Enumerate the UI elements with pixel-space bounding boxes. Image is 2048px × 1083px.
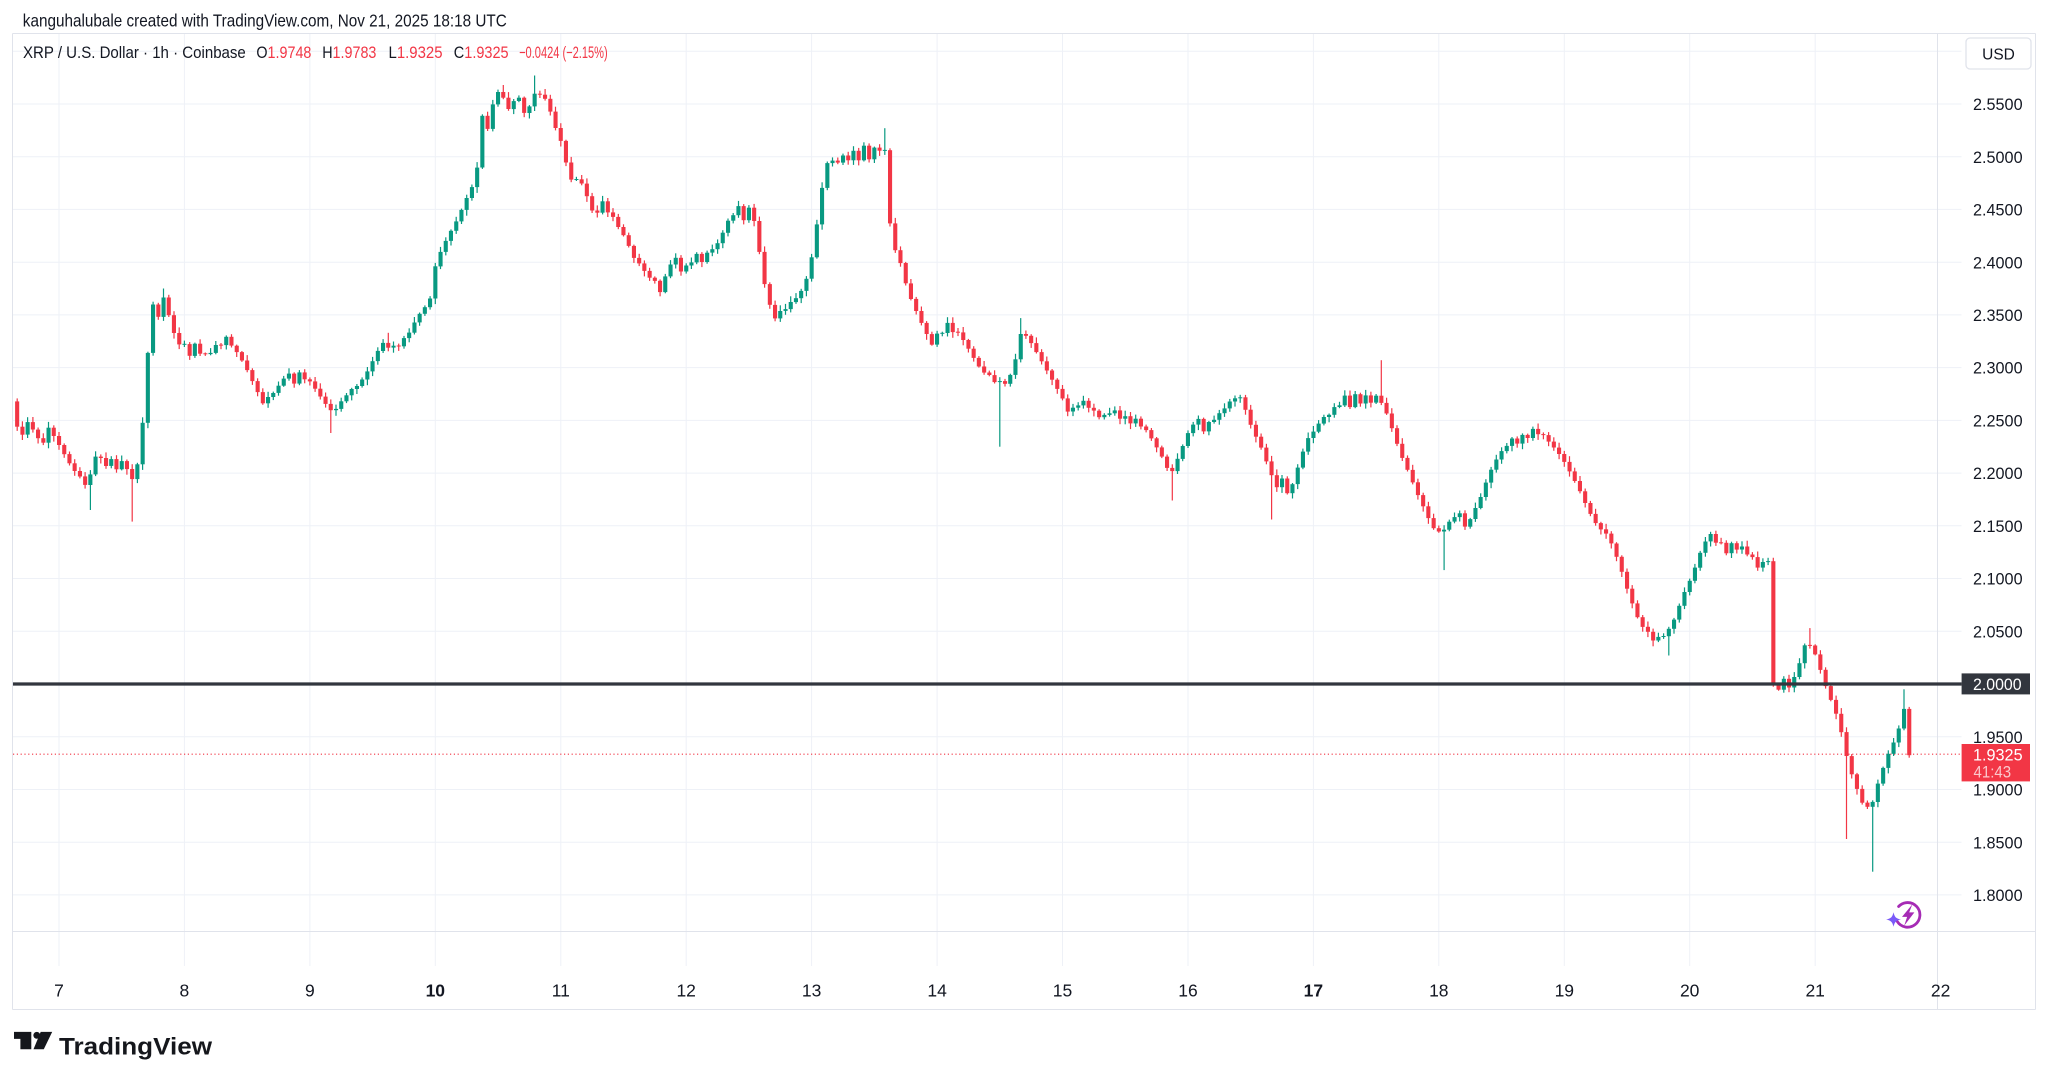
svg-text:2.5000: 2.5000	[1973, 148, 2023, 167]
svg-text:H1.9783: H1.9783	[322, 44, 376, 62]
svg-text:9: 9	[305, 981, 315, 1001]
svg-text:−0.0424 (−2.15%): −0.0424 (−2.15%)	[519, 44, 608, 62]
svg-text:1.9000: 1.9000	[1973, 781, 2023, 800]
svg-text:17: 17	[1304, 981, 1323, 1001]
svg-text:C1.9325: C1.9325	[454, 44, 509, 62]
svg-text:kanguhalubale created with Tra: kanguhalubale created with TradingView.c…	[23, 11, 507, 31]
svg-text:20: 20	[1680, 981, 1700, 1001]
svg-text:USD: USD	[1982, 46, 2015, 63]
svg-text:13: 13	[802, 981, 821, 1001]
svg-text:12: 12	[676, 981, 695, 1001]
svg-text:8: 8	[180, 981, 190, 1001]
svg-text:14: 14	[927, 981, 947, 1001]
svg-text:7: 7	[54, 981, 64, 1001]
svg-text:2.1000: 2.1000	[1973, 570, 2023, 589]
svg-text:2.0500: 2.0500	[1973, 622, 2023, 641]
svg-text:2.4000: 2.4000	[1973, 253, 2023, 272]
svg-text:1.9325: 1.9325	[1973, 746, 2023, 765]
svg-text:11: 11	[552, 981, 570, 1001]
svg-text:19: 19	[1555, 981, 1574, 1001]
svg-text:L1.9325: L1.9325	[389, 44, 443, 62]
svg-text:2.5500: 2.5500	[1973, 95, 2023, 114]
svg-text:XRP / U.S. Dollar · 1h · Coinb: XRP / U.S. Dollar · 1h · Coinbase	[23, 44, 246, 62]
svg-text:2.0000: 2.0000	[1973, 675, 2022, 694]
svg-text:2.3000: 2.3000	[1973, 359, 2023, 378]
svg-text:21: 21	[1805, 981, 1824, 1001]
svg-text:2.2000: 2.2000	[1973, 464, 2023, 483]
svg-text:2.4500: 2.4500	[1973, 201, 2023, 220]
svg-text:2.3500: 2.3500	[1973, 306, 2023, 325]
svg-text:1.9500: 1.9500	[1973, 728, 2023, 747]
svg-text:2.1500: 2.1500	[1973, 517, 2023, 536]
svg-text:15: 15	[1053, 981, 1072, 1001]
svg-text:16: 16	[1178, 981, 1197, 1001]
svg-text:2.2500: 2.2500	[1973, 412, 2023, 431]
svg-text:1.8500: 1.8500	[1973, 833, 2023, 852]
svg-text:22: 22	[1931, 981, 1950, 1001]
svg-text:TradingView: TradingView	[59, 1034, 213, 1061]
svg-text:41:43: 41:43	[1974, 763, 2012, 782]
svg-text:18: 18	[1429, 981, 1448, 1001]
svg-text:O1.9748: O1.9748	[256, 44, 311, 62]
svg-text:10: 10	[426, 981, 446, 1001]
svg-text:1.8000: 1.8000	[1973, 886, 2023, 905]
